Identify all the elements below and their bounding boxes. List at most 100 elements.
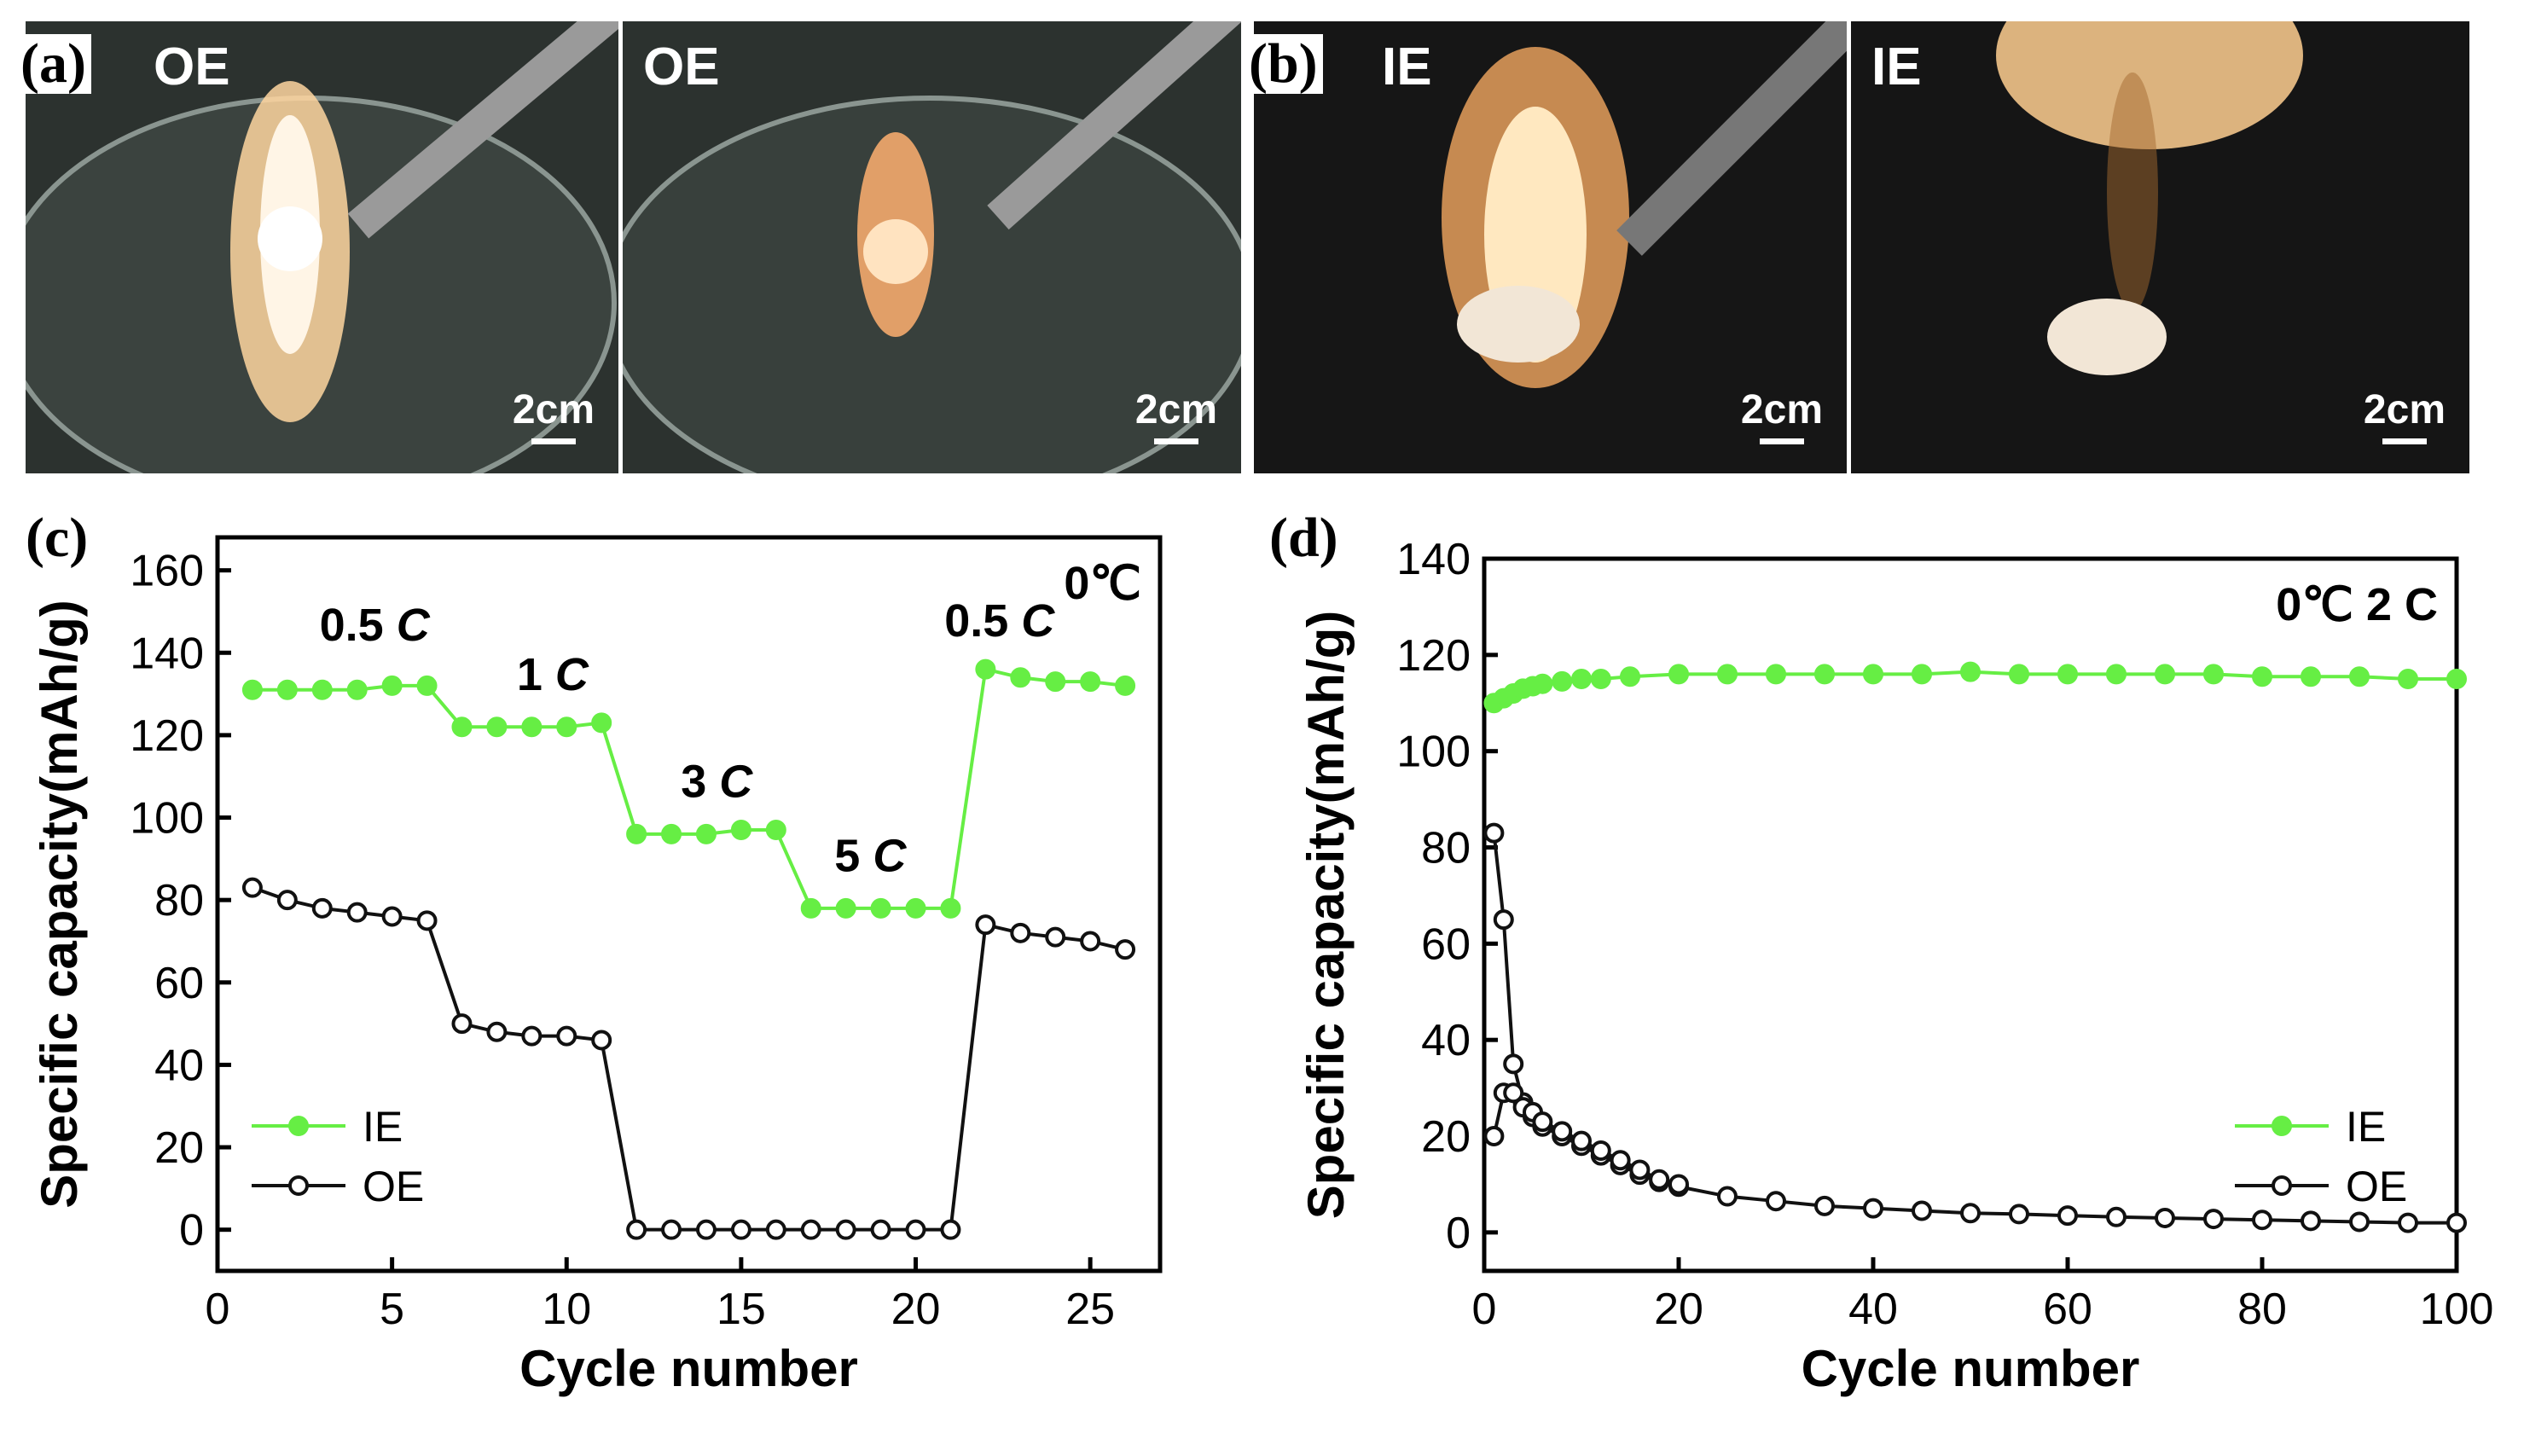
y-tick-label: 20: [154, 1123, 204, 1173]
photo-ie-1-scene: [1254, 21, 1847, 473]
data-point: [695, 1219, 717, 1240]
rate-label: 5 C: [834, 830, 907, 881]
y-axis-label: Specific capacity(mAh/g): [31, 600, 88, 1209]
data-point: [730, 1219, 751, 1240]
y-tick-label: 80: [154, 876, 204, 925]
x-tick-label: 25: [1065, 1285, 1115, 1334]
data-point: [1668, 664, 1689, 685]
data-point: [1115, 939, 1136, 960]
data-point: [276, 679, 298, 700]
data-point: [940, 1219, 961, 1240]
scale-bar-line: [531, 438, 576, 444]
data-point: [1766, 664, 1786, 685]
photo-label: IE: [1871, 38, 1922, 96]
data-point: [2252, 1209, 2272, 1231]
data-point: [765, 820, 786, 841]
data-point: [1552, 1121, 1573, 1142]
y-tick-label: 100: [1396, 728, 1471, 777]
data-point: [661, 1219, 682, 1240]
photo-ie-2: IE 2cm: [1851, 21, 2469, 473]
data-point: [241, 877, 263, 898]
data-point: [2155, 1207, 2175, 1228]
x-tick-label: 80: [2237, 1285, 2287, 1334]
data-point: [556, 1025, 577, 1047]
rate-label: 1 C: [517, 649, 589, 700]
data-point: [346, 902, 368, 923]
data-point: [800, 1219, 821, 1240]
data-point: [2349, 666, 2370, 687]
x-tick-label: 20: [891, 1285, 941, 1334]
data-point: [416, 675, 438, 696]
x-tick-label: 0: [206, 1285, 230, 1334]
data-point: [800, 897, 821, 919]
panel-label-b: (b): [1244, 34, 1323, 94]
data-point: [416, 910, 438, 931]
data-point: [381, 675, 403, 696]
data-point: [1010, 667, 1031, 688]
scale-bar-text: 2cm: [1134, 387, 1217, 432]
x-tick-label: 60: [2043, 1285, 2092, 1334]
chart-annotation: 0℃ 2 C: [2276, 579, 2438, 630]
data-point: [695, 823, 717, 844]
data-point: [730, 820, 751, 841]
data-point: [2057, 1205, 2078, 1227]
x-tick-label: 10: [542, 1285, 591, 1334]
data-point: [1045, 671, 1066, 693]
legend-label-IE: IE: [363, 1103, 403, 1151]
data-point: [1610, 1150, 1631, 1171]
legend-marker-IE: [288, 1116, 309, 1136]
y-tick-label: 0: [179, 1206, 204, 1256]
x-tick-label: 15: [717, 1285, 766, 1334]
panel-label-d: (d): [1269, 507, 1338, 569]
y-tick-label: 20: [1421, 1112, 1471, 1162]
data-point: [346, 679, 368, 700]
data-point: [2349, 1211, 2370, 1233]
data-point: [2203, 664, 2224, 685]
data-point: [1483, 822, 1505, 844]
scale-bar: 2cm: [513, 386, 595, 444]
data-point: [905, 897, 926, 919]
y-tick-label: 140: [130, 629, 204, 678]
data-point: [835, 1219, 856, 1240]
data-point: [2106, 1206, 2127, 1227]
data-point: [905, 1219, 926, 1240]
data-point: [556, 716, 577, 738]
y-tick-label: 120: [130, 711, 204, 761]
data-point: [1571, 669, 1592, 690]
data-point: [870, 1219, 891, 1240]
data-point: [451, 1013, 473, 1035]
data-point: [1629, 1159, 1651, 1180]
data-point: [975, 658, 996, 680]
rate-label: 0.5 C: [944, 595, 1055, 647]
data-point: [1620, 666, 1640, 687]
data-point: [2398, 1212, 2418, 1233]
data-point: [2155, 664, 2175, 685]
data-point: [2057, 664, 2078, 685]
x-tick-label: 0: [1472, 1285, 1497, 1334]
data-point: [1115, 675, 1136, 696]
data-point: [1814, 664, 1835, 685]
data-point: [591, 1030, 612, 1051]
data-point: [1863, 664, 1883, 685]
legend-marker-OE: [288, 1175, 309, 1196]
y-tick-label: 60: [154, 959, 204, 1008]
data-point: [835, 897, 856, 919]
data-point: [1010, 922, 1031, 943]
data-point: [241, 679, 263, 700]
data-point: [2203, 1209, 2224, 1230]
y-tick-label: 80: [1421, 824, 1471, 873]
data-point: [975, 914, 996, 936]
series-OE: [241, 877, 1136, 1240]
data-point: [2398, 669, 2418, 690]
photo-oe-2-scene: [623, 21, 1241, 473]
data-point: [1590, 669, 1611, 690]
y-tick-label: 140: [1396, 535, 1471, 584]
data-point: [1483, 1126, 1505, 1147]
data-point: [1590, 1140, 1611, 1161]
scale-bar: 2cm: [2364, 386, 2446, 444]
data-point: [591, 712, 612, 734]
x-tick-label: 100: [2420, 1285, 2494, 1334]
data-point: [1552, 670, 1573, 692]
data-point: [940, 897, 961, 919]
